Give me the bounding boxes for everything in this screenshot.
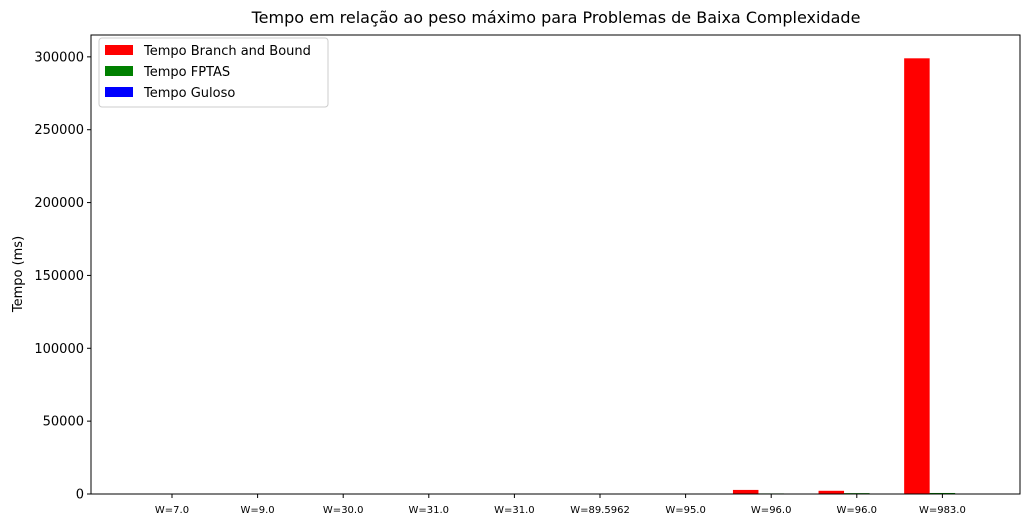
x-tick-label: W=983.0: [919, 505, 966, 516]
legend-label: Tempo Guloso: [143, 86, 235, 101]
y-tick-label: 300000: [34, 50, 84, 65]
bars-group: [134, 58, 955, 494]
y-axis: 0 50000 100000 150000 200000 250000 300000: [34, 50, 91, 502]
x-tick-label: W=31.0: [494, 505, 535, 516]
x-axis: W=7.0 W=9.0 W=30.0 W=31.0 W=31.0 W=89.5962 W=9…: [155, 494, 966, 516]
y-tick-label: 50000: [43, 415, 84, 430]
x-tick-label: W=95.0: [665, 505, 706, 516]
legend-label: Tempo Branch and Bound: [143, 44, 311, 59]
x-tick-label: W=96.0: [751, 505, 792, 516]
legend-label: Tempo FPTAS: [143, 65, 230, 80]
legend-swatch: [105, 87, 133, 97]
x-tick-label: W=9.0: [241, 505, 275, 516]
y-axis-label: Tempo (ms): [11, 236, 26, 313]
legend-swatch: [105, 45, 133, 55]
y-tick-label: 150000: [34, 269, 84, 284]
y-tick-label: 0: [76, 488, 84, 503]
y-tick-label: 250000: [34, 123, 84, 138]
x-tick-label: W=31.0: [409, 505, 450, 516]
bar-tempo-branch-and-bound: [904, 58, 930, 494]
legend: Tempo Branch and Bound Tempo FPTAS Tempo G…: [99, 38, 328, 107]
x-tick-label: W=7.0: [155, 505, 189, 516]
legend-swatch: [105, 66, 133, 76]
y-tick-label: 200000: [34, 196, 84, 211]
x-tick-label: W=96.0: [837, 505, 878, 516]
bar-tempo-branch-and-bound: [733, 490, 759, 494]
y-tick-label: 100000: [34, 342, 84, 357]
x-tick-label: W=89.5962: [570, 505, 630, 516]
chart-title: Tempo em relação ao peso máximo para Pro…: [251, 8, 861, 27]
x-tick-label: W=30.0: [323, 505, 364, 516]
